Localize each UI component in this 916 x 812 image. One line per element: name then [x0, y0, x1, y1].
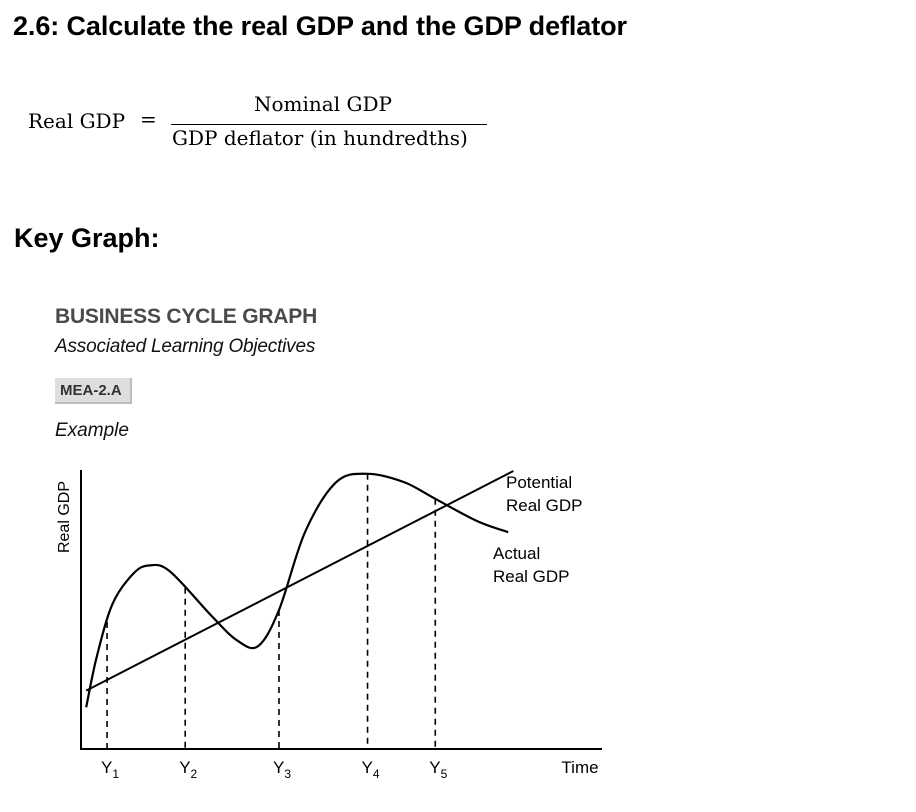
actual-real-gdp-label: Actual: [493, 544, 540, 563]
formula-lhs: Real GDP: [28, 109, 126, 133]
x-marker-labels: Y1 Y2 Y3 Y4 Y5: [101, 758, 448, 781]
marker-dash-lines: [106, 473, 437, 749]
page-title: 2.6: Calculate the real GDP and the GDP …: [13, 11, 627, 41]
formula-numerator: Nominal GDP: [254, 92, 392, 116]
chart-series: [85, 470, 514, 708]
example-label: Example: [55, 420, 129, 441]
graph-title: BUSINESS CYCLE GRAPH: [55, 305, 318, 328]
actual-real-gdp-curve: [85, 472, 509, 708]
x-marker-label: Y4: [362, 758, 380, 781]
formula-equals-sign: =: [140, 107, 157, 131]
objective-code-badge: MEA-2.A: [55, 378, 132, 404]
potential-real-gdp-line: [85, 470, 514, 692]
x-marker-label: Y5: [429, 758, 447, 781]
x-marker-label: Y3: [273, 758, 291, 781]
x-marker-label: Y2: [179, 758, 197, 781]
fraction-bar: [171, 124, 487, 126]
x-axis-label: Time: [561, 758, 598, 777]
potential-real-gdp-label: Real GDP: [506, 496, 583, 515]
key-graph-heading: Key Graph:: [14, 223, 160, 253]
potential-real-gdp-label: Potential: [506, 473, 572, 492]
y-axis-label: Real GDP: [56, 481, 73, 553]
learning-objectives-subtitle: Associated Learning Objectives: [55, 336, 316, 357]
series-labels: Potential Real GDP Actual Real GDP: [493, 473, 583, 586]
actual-real-gdp-label: Real GDP: [493, 567, 570, 586]
formula-denominator: GDP deflator (in hundredths): [172, 126, 468, 150]
x-marker-label: Y1: [101, 758, 119, 781]
chart-axes: [80, 470, 602, 750]
real-gdp-formula: Real GDP = Nominal GDP GDP deflator (in …: [28, 88, 508, 158]
